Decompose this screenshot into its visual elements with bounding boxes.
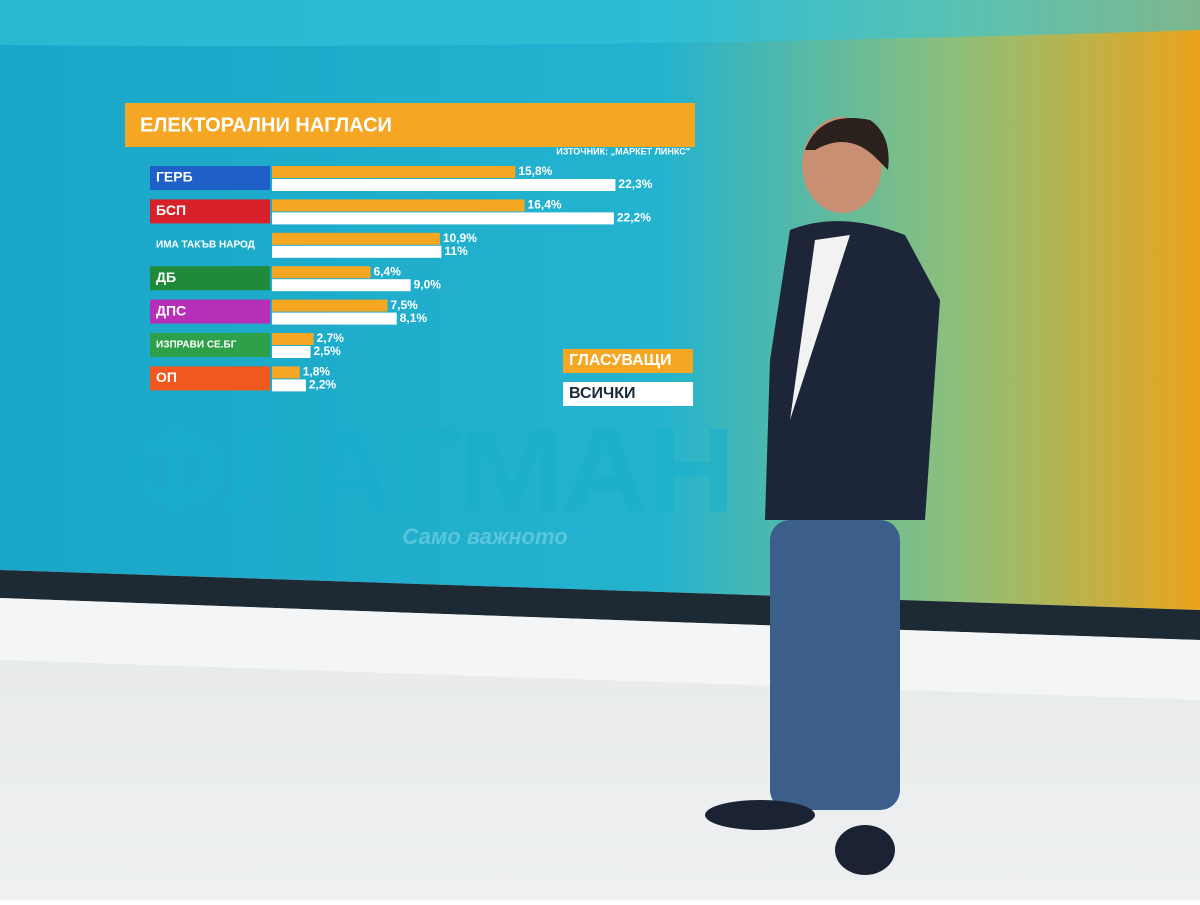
source-note: ИЗТОЧНИК: „МАРКЕТ ЛИНКС" [556,146,690,156]
bar [272,333,314,345]
value-label: 10,9% [443,231,477,245]
bar [272,379,306,392]
legend-label: ГЛАСУВАЩИ [569,352,671,369]
category-box [150,366,270,391]
value-label: 11% [444,244,468,258]
category-label: ИЗПРАВИ СЕ.БГ [156,340,237,351]
value-label: 2,2% [309,378,337,392]
bar [272,232,440,245]
value-label: 7,5% [391,298,419,312]
bar [272,166,516,178]
presenter [705,117,940,875]
legend-label: ВСИЧКИ [569,385,636,402]
bar [272,212,614,225]
bar [272,245,442,258]
category-label: ГЕРБ [156,169,193,185]
chart-title: ЕЛЕКТОРАЛНИ НАГЛАСИ [140,114,392,136]
value-label: 1,8% [303,365,331,379]
value-label: 15,8% [518,164,552,178]
watermark-brand: ФЛАГМАН [125,404,735,538]
legend-swatch [563,349,693,373]
bar [272,199,525,212]
value-label: 2,5% [314,344,342,358]
plot: ГЕРБ 15,8% 22,3% БСП 16,4% 22,2% ИМА ТАКЪВ НАР… [150,164,693,406]
category-label: ДПС [156,302,186,318]
bar [272,312,397,325]
category-box [150,299,270,324]
category-label: ДБ [156,269,176,285]
value-label: 22,3% [618,177,652,191]
value-label: 2,7% [317,331,345,345]
value-label: 16,4% [528,198,562,212]
value-label: 22,2% [617,211,651,225]
category-label: ИМА ТАКЪВ НАРОД [156,239,255,250]
bar [272,279,411,292]
category-box [150,166,270,190]
category-label: ОП [156,369,177,385]
bar [272,179,616,191]
title-bar [125,103,695,147]
value-label: 9,0% [414,277,442,291]
wall-top-band [0,0,1200,46]
category-box [150,333,270,357]
category-box [150,199,270,224]
bar [272,366,300,379]
bar [272,299,388,312]
value-label: 6,4% [374,264,402,278]
category-label: БСП [156,202,186,218]
bar [272,266,371,279]
bar [272,346,311,358]
watermark-slogan: Само важното [402,524,567,549]
legend-swatch [563,382,693,406]
value-label: 8,1% [400,311,428,325]
category-box [150,266,270,291]
